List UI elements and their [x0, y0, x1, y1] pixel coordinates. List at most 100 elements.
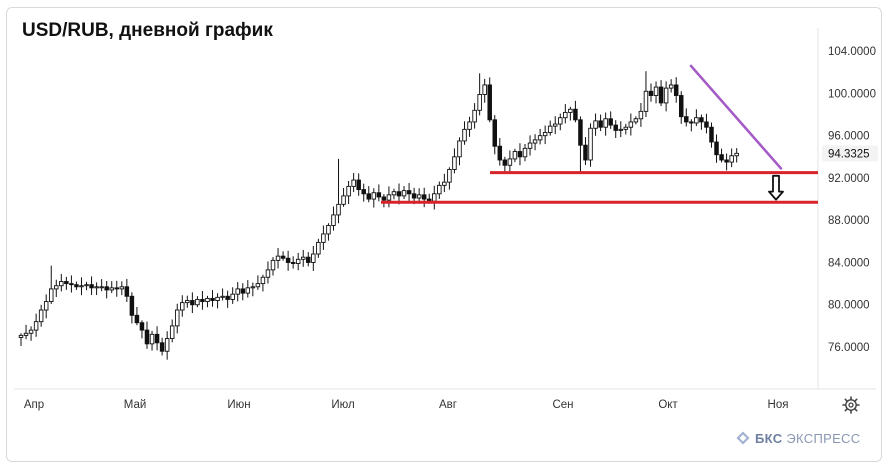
candle-body: [300, 256, 306, 260]
candle-body: [694, 117, 699, 124]
candle: [240, 283, 246, 301]
candle-body: [623, 126, 629, 130]
candle-body: [492, 119, 498, 147]
candle: [517, 143, 523, 166]
candle: [623, 123, 629, 135]
candle: [54, 279, 59, 298]
candle: [643, 71, 649, 118]
candle-body: [139, 322, 145, 331]
candle: [119, 281, 125, 296]
candle: [709, 122, 714, 148]
candle-body: [190, 300, 195, 306]
candle: [159, 337, 165, 356]
candle-body: [502, 159, 508, 166]
candle-body: [154, 333, 160, 344]
candle-body: [613, 124, 618, 131]
time-tick-label: Авг: [439, 399, 457, 411]
candle-body: [648, 90, 654, 96]
candle-body: [54, 285, 59, 290]
candle-body: [28, 329, 34, 334]
candle-body: [306, 256, 311, 263]
candle-body: [104, 286, 109, 291]
candle: [477, 73, 482, 116]
candle: [381, 194, 387, 208]
candle-body: [64, 281, 69, 285]
candle: [250, 282, 256, 297]
candle: [547, 120, 553, 136]
candle: [633, 116, 639, 125]
candle: [568, 106, 573, 121]
candle: [164, 331, 170, 360]
candle: [578, 116, 583, 174]
candle-body: [487, 84, 492, 121]
candle-body: [210, 297, 215, 301]
candle-body: [578, 119, 583, 146]
candle-body: [542, 132, 548, 137]
settings-button[interactable]: [842, 396, 860, 414]
candle: [295, 252, 301, 271]
candle-body: [411, 193, 417, 199]
candle: [79, 277, 84, 296]
candle-body: [537, 135, 543, 141]
candle-body: [552, 123, 558, 127]
candle-body: [673, 84, 679, 96]
candle-body: [356, 179, 361, 191]
candle-body: [406, 190, 412, 195]
candle-body: [326, 225, 331, 235]
candle: [280, 251, 286, 261]
price-tick-label: 76.0000: [828, 342, 870, 354]
candle: [18, 333, 24, 346]
candle: [673, 77, 679, 103]
candle: [719, 148, 724, 163]
candle-body: [341, 195, 346, 205]
candle-body: [437, 184, 442, 195]
candle-body: [245, 287, 251, 294]
candle: [714, 134, 719, 163]
candle: [23, 324, 29, 340]
candle: [734, 148, 739, 163]
candle-body: [240, 288, 246, 294]
candle-body: [442, 181, 447, 186]
candle: [225, 290, 230, 308]
candle: [28, 326, 34, 341]
candle-body: [729, 155, 734, 163]
candle: [154, 326, 160, 351]
candle: [356, 173, 361, 196]
candle-body: [699, 117, 704, 123]
candle-body: [265, 269, 271, 278]
candle-body: [200, 299, 205, 303]
candle-body: [638, 110, 644, 120]
candle-body: [452, 156, 457, 170]
candle: [583, 137, 588, 166]
candle: [74, 281, 79, 290]
candle: [522, 144, 528, 162]
candle: [64, 276, 69, 290]
candle-body: [396, 191, 402, 197]
candle: [598, 114, 603, 132]
candle-body: [38, 309, 44, 323]
candle: [653, 81, 659, 104]
candle: [512, 148, 518, 163]
candle: [59, 273, 64, 292]
candle-body: [114, 287, 120, 290]
candle: [628, 113, 634, 136]
candle: [437, 181, 442, 199]
candle-body: [119, 286, 125, 290]
candle: [472, 103, 477, 129]
candle: [648, 83, 654, 102]
candle-body: [467, 121, 472, 130]
candle: [104, 280, 109, 299]
candle-body: [588, 127, 593, 161]
candle-body: [714, 141, 719, 156]
candle-body: [94, 286, 99, 289]
candle: [487, 77, 492, 123]
price-tick-label: 84.0000: [828, 257, 870, 269]
time-tick-label: Июл: [331, 399, 354, 411]
candle-body: [734, 152, 739, 157]
candle: [552, 116, 558, 135]
candle: [532, 134, 538, 151]
candle-body: [573, 108, 578, 121]
candle: [331, 206, 336, 231]
candle-body: [472, 109, 477, 123]
